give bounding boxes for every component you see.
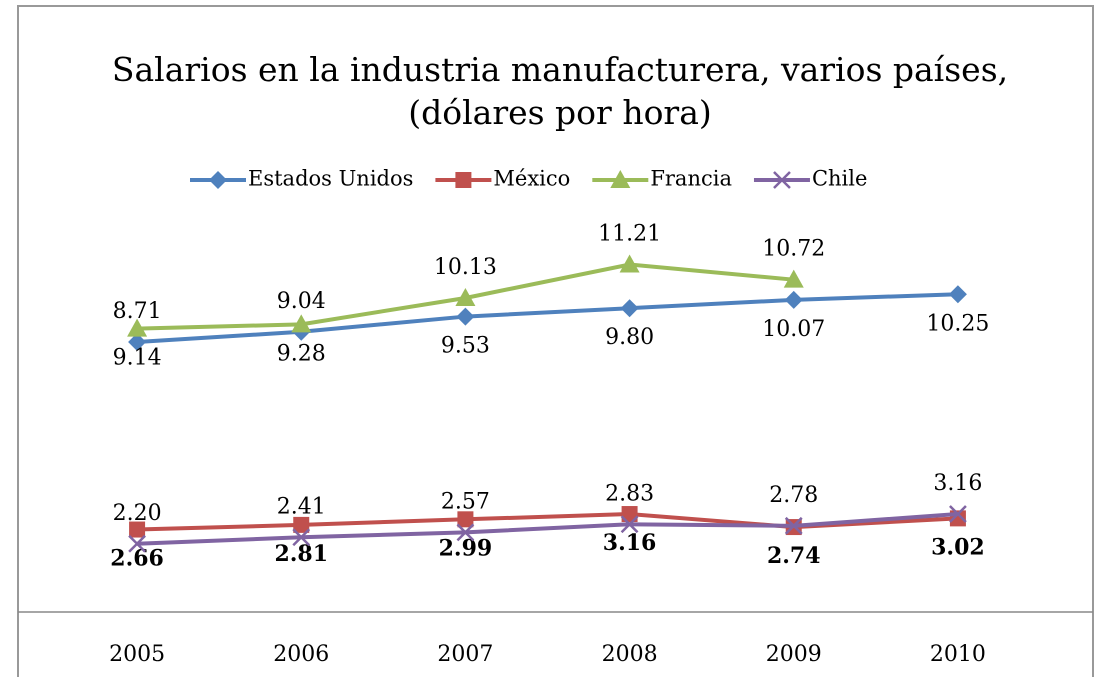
marker bbox=[949, 505, 967, 523]
data-label: 10.25 bbox=[926, 311, 989, 336]
legend-marker bbox=[773, 171, 791, 189]
marker bbox=[619, 254, 640, 273]
marker bbox=[783, 269, 804, 288]
data-label: 11.21 bbox=[598, 221, 661, 246]
x-tick-label: 2008 bbox=[602, 642, 658, 667]
data-label: 9.53 bbox=[441, 334, 490, 359]
marker bbox=[129, 521, 146, 538]
chart-title: Salarios en la industria manufacturera, … bbox=[112, 50, 1008, 89]
marker bbox=[128, 534, 146, 553]
data-label: 3.16 bbox=[933, 471, 982, 496]
marker bbox=[456, 523, 475, 542]
data-label: 2.57 bbox=[441, 489, 490, 514]
data-label: 2.20 bbox=[113, 501, 162, 526]
legend-marker bbox=[610, 170, 631, 188]
series-line bbox=[137, 512, 959, 546]
data-label: 2.99 bbox=[439, 535, 493, 561]
marker bbox=[948, 285, 967, 304]
legend-label: Estados Unidos bbox=[248, 167, 413, 191]
data-label: 10.07 bbox=[762, 317, 825, 342]
marker bbox=[293, 516, 310, 533]
marker bbox=[128, 332, 147, 351]
data-label: 2.81 bbox=[274, 541, 328, 567]
data-label: 9.28 bbox=[277, 341, 326, 366]
legend-label: Francia bbox=[650, 167, 732, 191]
marker bbox=[620, 515, 639, 534]
data-label: 10.13 bbox=[434, 255, 497, 280]
x-tick-label: 2009 bbox=[766, 642, 822, 667]
data-label: 2.78 bbox=[769, 483, 818, 508]
legend-label: México bbox=[493, 167, 570, 191]
x-tick-label: 2006 bbox=[273, 642, 329, 667]
marker bbox=[127, 318, 148, 337]
legend-label: Chile bbox=[812, 167, 867, 191]
marker bbox=[292, 528, 311, 547]
marker bbox=[784, 516, 803, 535]
data-label: 3.02 bbox=[931, 534, 985, 560]
marker bbox=[784, 290, 803, 309]
data-label: 2.83 bbox=[605, 481, 654, 506]
marker bbox=[455, 287, 476, 306]
x-tick-label: 2005 bbox=[109, 642, 165, 667]
legend-marker bbox=[209, 171, 227, 189]
data-label: 10.72 bbox=[762, 237, 825, 262]
x-tick-label: 2010 bbox=[930, 642, 986, 667]
data-label: 2.41 bbox=[277, 494, 326, 519]
series-line bbox=[136, 292, 958, 344]
marker bbox=[456, 307, 475, 326]
chart-border bbox=[17, 5, 1094, 677]
data-label: 2.74 bbox=[767, 543, 821, 569]
marker bbox=[291, 314, 312, 333]
data-label: 9.04 bbox=[277, 289, 326, 314]
data-label: 3.16 bbox=[603, 530, 657, 556]
data-label: 9.14 bbox=[113, 346, 162, 371]
chart-title: (dólares por hora) bbox=[408, 93, 712, 132]
legend-marker bbox=[455, 172, 472, 188]
data-label: 2.66 bbox=[110, 546, 164, 572]
marker bbox=[620, 299, 639, 318]
marker bbox=[457, 511, 474, 528]
x-tick-label: 2007 bbox=[437, 642, 493, 667]
data-label: 9.80 bbox=[605, 325, 654, 350]
marker bbox=[621, 506, 638, 523]
